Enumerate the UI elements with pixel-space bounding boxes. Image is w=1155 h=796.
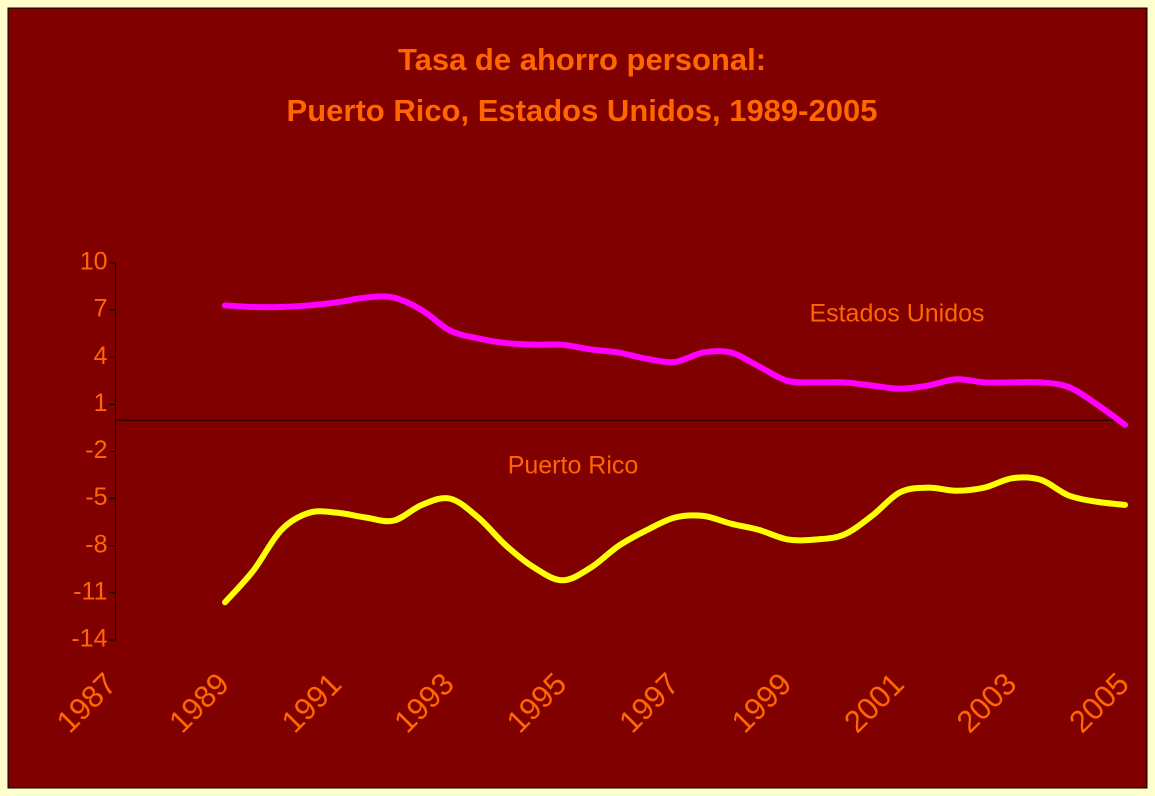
plot-background: [7, 7, 1148, 789]
line-series: [222, 474, 1128, 606]
y-tick-label: -5: [85, 483, 107, 511]
y-tick-label: 10: [80, 248, 108, 276]
y-tick-label: -14: [71, 625, 107, 653]
chart-title: Tasa de ahorro personal:: [398, 42, 766, 77]
y-tick-label: -2: [85, 436, 107, 464]
annotation: Puerto Rico: [508, 452, 639, 480]
y-tick-label: 1: [94, 389, 108, 417]
chart-title: Puerto Rico, Estados Unidos, 1989-2005: [287, 93, 878, 128]
y-tick-label: 7: [94, 295, 108, 323]
y-tick-label: 4: [94, 342, 108, 370]
y-tick-label: -11: [73, 577, 107, 605]
line-series: [222, 293, 1128, 428]
annotation: Estados Unidos: [809, 300, 984, 328]
y-tick-label: -8: [85, 530, 107, 558]
